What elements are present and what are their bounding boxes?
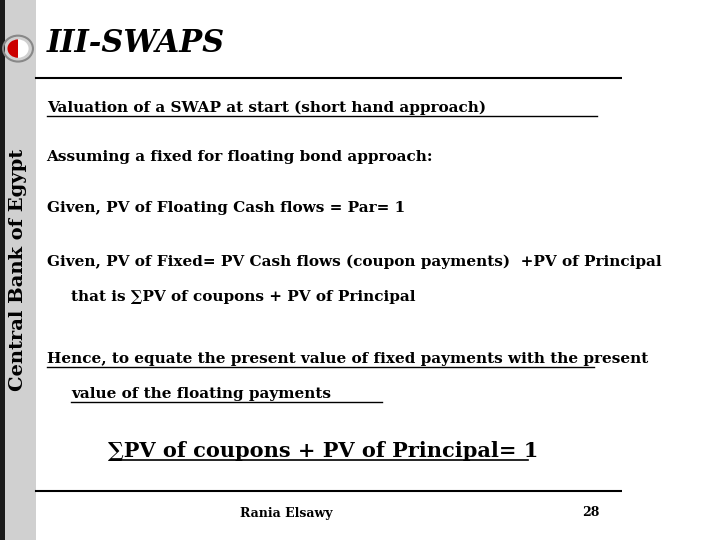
Text: Given, PV of Fixed= PV Cash flows (coupon payments)  +PV of Principal: Given, PV of Fixed= PV Cash flows (coupo… bbox=[47, 255, 661, 269]
Wedge shape bbox=[18, 39, 29, 58]
Wedge shape bbox=[7, 39, 18, 58]
Text: that is ∑PV of coupons + PV of Principal: that is ∑PV of coupons + PV of Principal bbox=[71, 290, 416, 304]
Text: Rania Elsawy: Rania Elsawy bbox=[240, 507, 332, 519]
Text: 28: 28 bbox=[582, 507, 599, 519]
Text: ∑PV of coupons + PV of Principal= 1: ∑PV of coupons + PV of Principal= 1 bbox=[108, 441, 539, 461]
Text: Assuming a fixed for floating bond approach:: Assuming a fixed for floating bond appro… bbox=[47, 150, 433, 164]
FancyBboxPatch shape bbox=[0, 0, 5, 540]
FancyBboxPatch shape bbox=[0, 0, 36, 540]
Text: Hence, to equate the present value of fixed payments with the present: Hence, to equate the present value of fi… bbox=[47, 352, 648, 366]
Text: III-SWAPS: III-SWAPS bbox=[47, 28, 225, 59]
Text: Central Bank of Egypt: Central Bank of Egypt bbox=[9, 149, 27, 391]
Text: Given, PV of Floating Cash flows = Par= 1: Given, PV of Floating Cash flows = Par= … bbox=[47, 201, 405, 215]
Text: value of the floating payments: value of the floating payments bbox=[71, 387, 331, 401]
Text: Valuation of a SWAP at start (short hand approach): Valuation of a SWAP at start (short hand… bbox=[47, 101, 486, 115]
